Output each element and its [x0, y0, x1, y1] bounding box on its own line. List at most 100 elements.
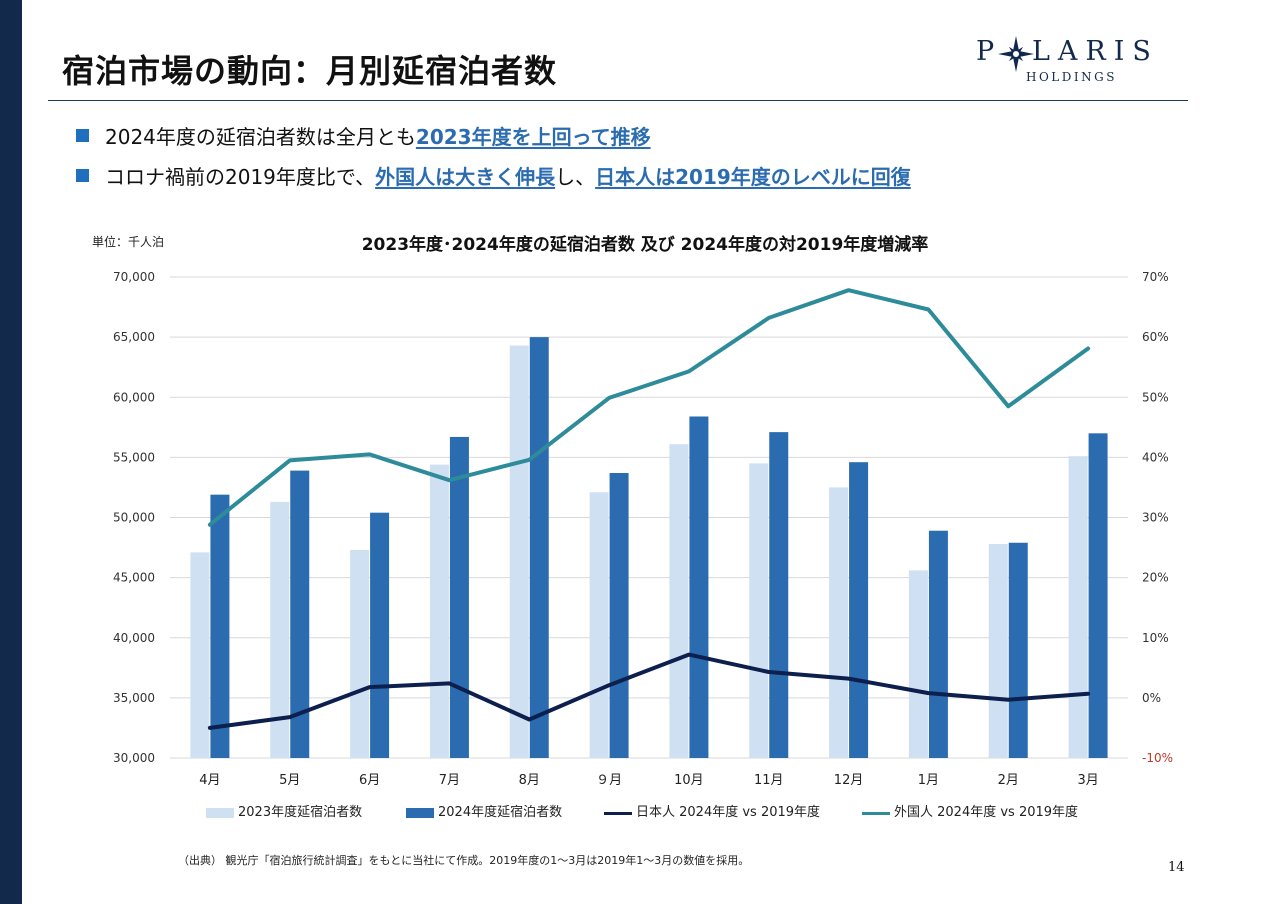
- legend-swatch-2024: [406, 808, 434, 818]
- bar-2023: [429, 464, 449, 758]
- page-number: 14: [1168, 860, 1185, 875]
- y-axis-right-tick-label: 40%: [1142, 450, 1169, 464]
- legend-swatch-2023: [206, 808, 234, 818]
- bar-2023: [1068, 456, 1088, 758]
- y-axis-right-tick-label: 20%: [1142, 571, 1169, 585]
- bullet-item-2: コロナ禍前の2019年度比で、外国人は大きく伸長し、日本人は2019年度のレベル…: [76, 162, 911, 202]
- x-axis-tick-label: 1月: [918, 773, 939, 788]
- bullet-2-highlight-japanese: 日本人は2019年度のレベルに回復: [595, 165, 911, 189]
- point-foreign: [289, 459, 291, 461]
- x-axis-tick-label: 12月: [834, 773, 864, 788]
- bar-2023: [270, 501, 290, 758]
- bullet-square-icon: [76, 169, 89, 182]
- x-axis-tick-label: 7月: [439, 773, 460, 788]
- point-japanese: [1007, 699, 1009, 701]
- chart-title: 2023年度･2024年度の延宿泊者数 及び 2024年度の対2019年度増減率: [361, 235, 929, 255]
- bar-2024: [449, 436, 469, 758]
- compass-star-icon: [998, 36, 1034, 72]
- point-foreign: [369, 453, 371, 455]
- bullet-2-text: コロナ禍前の2019年度比で、: [105, 165, 376, 189]
- y-axis-left-tick-label: 55,000: [113, 450, 155, 464]
- bar-2024: [928, 530, 948, 758]
- x-axis-tick-label: 2月: [998, 773, 1019, 788]
- line-japanese: [207, 652, 1091, 730]
- point-japanese: [848, 678, 850, 680]
- x-axis-tick-label: 6月: [359, 773, 380, 788]
- legend-line-japanese: [604, 812, 632, 815]
- side-accent-bar: [0, 0, 22, 904]
- bullet-1-text: 2024年度の延宿泊者数は全月とも: [105, 125, 416, 149]
- bar-2024: [290, 470, 310, 758]
- point-foreign: [528, 459, 530, 461]
- line-foreign: [207, 288, 1091, 527]
- bullet-1-highlight: 2023年度を上回って推移: [415, 125, 651, 149]
- legend-label-japanese: 日本人 2024年度 vs 2019年度: [636, 805, 821, 820]
- bar-2024: [529, 337, 549, 758]
- y-axis-left-tick-label: 35,000: [113, 691, 155, 705]
- legend-label-2024: 2024年度延宿泊者数: [438, 805, 563, 820]
- point-japanese: [528, 719, 530, 721]
- point-foreign: [848, 289, 850, 291]
- point-japanese: [448, 682, 450, 684]
- y-axis-right-tick-label: 70%: [1142, 270, 1169, 284]
- bar-2024: [210, 494, 230, 758]
- x-axis-tick-label: 5月: [279, 773, 300, 788]
- y-axis-left-tick-label: 65,000: [113, 330, 155, 344]
- point-japanese: [369, 686, 371, 688]
- point-foreign: [1087, 348, 1089, 350]
- point-foreign: [608, 397, 610, 399]
- chart-unit-label: 単位：千人泊: [92, 235, 165, 249]
- logo-subtitle: HOLDINGS: [1026, 70, 1117, 84]
- x-axis-tick-label: ９月: [596, 773, 622, 788]
- y-axis-right-tick-label: 10%: [1142, 631, 1169, 645]
- y-axis-right-tick-label: 0%: [1142, 691, 1161, 705]
- bar-2023: [749, 463, 769, 758]
- source-note: （出典） 観光庁「宿泊旅行統計調査」をもとに当社にて作成。2019年度の1～3月…: [178, 854, 750, 867]
- y-axis-left-tick-label: 50,000: [113, 511, 155, 525]
- bar-2024: [609, 473, 629, 758]
- legend-line-foreign: [862, 812, 890, 815]
- y-axis-right-tick-label: -10%: [1142, 751, 1173, 765]
- bar-2023: [589, 492, 609, 758]
- y-axis-left-tick-label: 70,000: [113, 270, 155, 284]
- bar-2024: [689, 416, 709, 758]
- logo-letter-p: P: [976, 36, 1003, 67]
- bullet-list: 2024年度の延宿泊者数は全月とも2023年度を上回って推移 コロナ禍前の201…: [76, 122, 911, 202]
- bar-2023: [908, 570, 928, 758]
- bullet-2-mid-text: し、: [555, 165, 596, 189]
- bullet-2-highlight-foreign: 外国人は大きく伸長: [375, 165, 556, 189]
- bar-2023: [988, 543, 1008, 758]
- y-axis-left-tick-label: 60,000: [113, 390, 155, 404]
- point-japanese: [768, 671, 770, 673]
- y-axis-right-tick-label: 60%: [1142, 330, 1169, 344]
- bar-2024: [1008, 542, 1028, 758]
- bar-2024: [769, 432, 789, 758]
- y-axis-left-tick-label: 30,000: [113, 751, 155, 765]
- x-axis-tick-label: 11月: [754, 773, 784, 788]
- y-axis-right-tick-label: 30%: [1142, 511, 1169, 525]
- point-foreign: [1007, 405, 1009, 407]
- bar-2023: [669, 444, 689, 758]
- point-foreign: [768, 317, 770, 319]
- x-axis-tick-label: 3月: [1077, 773, 1098, 788]
- y-axis-left-tick-label: 45,000: [113, 571, 155, 585]
- x-axis-tick-label: 4月: [199, 773, 220, 788]
- bullet-square-icon: [76, 129, 89, 142]
- legend-label-foreign: 外国人 2024年度 vs 2019年度: [894, 805, 1079, 820]
- point-japanese: [688, 654, 690, 656]
- x-axis-tick-label: 8月: [519, 773, 540, 788]
- title-divider: [48, 100, 1188, 101]
- point-foreign: [688, 370, 690, 372]
- page-title: 宿泊市場の動向：月別延宿泊者数: [62, 52, 558, 90]
- y-axis-right-tick-label: 50%: [1142, 390, 1169, 404]
- point-japanese: [1087, 693, 1089, 695]
- bar-2024: [849, 462, 869, 758]
- point-foreign: [209, 524, 211, 526]
- bar-2023: [350, 549, 370, 758]
- point-japanese: [289, 716, 291, 718]
- bar-2023: [190, 552, 210, 758]
- bar-2024: [370, 512, 390, 758]
- x-axis-tick-label: 10月: [674, 773, 704, 788]
- bar-2023: [829, 487, 849, 758]
